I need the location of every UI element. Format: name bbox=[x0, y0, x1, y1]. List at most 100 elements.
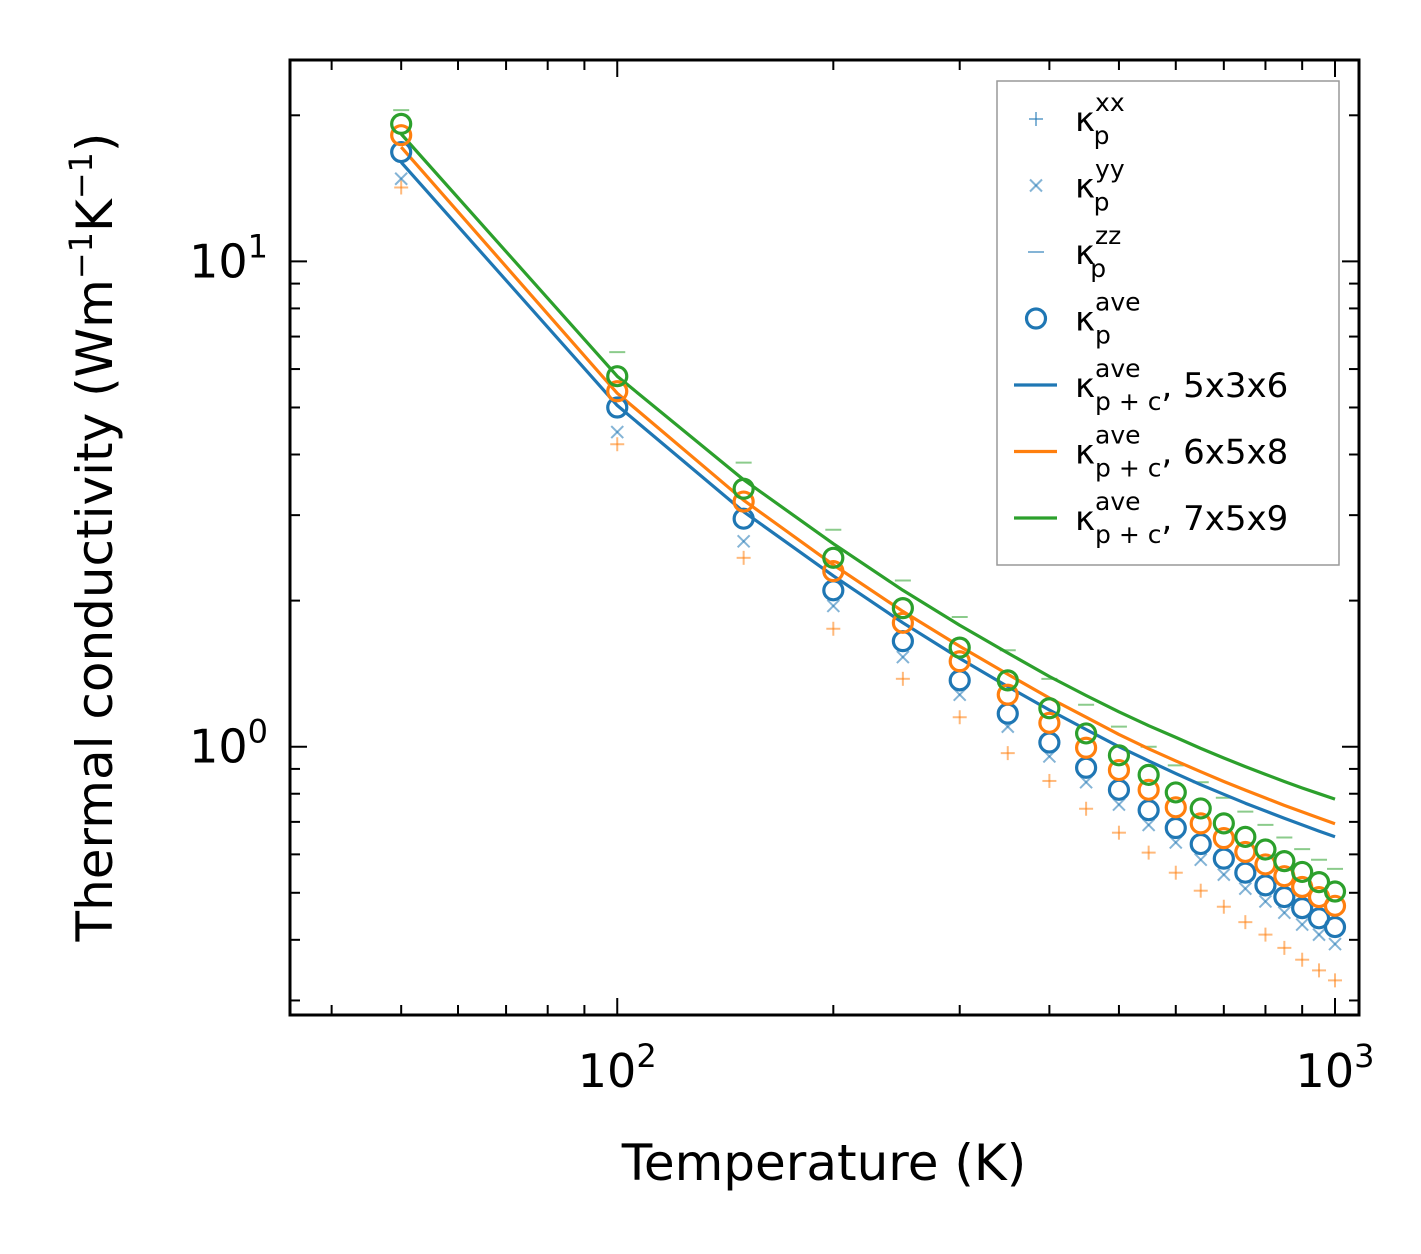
legend-kappa: κ bbox=[1075, 233, 1095, 273]
x-tick-exp: 3 bbox=[1354, 1037, 1374, 1075]
data-point bbox=[390, 124, 413, 147]
data-point-b bbox=[1194, 852, 1208, 867]
data-point-b bbox=[1312, 927, 1326, 942]
data-point bbox=[896, 650, 910, 664]
y-tick-exp: 1 bbox=[248, 227, 268, 265]
data-point bbox=[1258, 927, 1273, 942]
data-point bbox=[826, 599, 841, 613]
data-point bbox=[394, 172, 408, 186]
series-kappa-p-ave-6x5x8 bbox=[390, 124, 1347, 917]
data-point bbox=[1194, 852, 1208, 867]
legend-suffix: , 5x3x6 bbox=[1162, 366, 1289, 406]
data-point bbox=[1328, 937, 1342, 951]
minor-ticks bbox=[290, 60, 1359, 1015]
data-point bbox=[1312, 927, 1326, 942]
y-tick-exp: 0 bbox=[248, 713, 268, 751]
series-kappa-p-xx bbox=[394, 180, 1343, 988]
legend-entry: κave p + c, 5x3x6 bbox=[1014, 354, 1288, 416]
legend-kappa: κ bbox=[1075, 100, 1095, 140]
data-point bbox=[1238, 915, 1253, 930]
x-tick-base: 10 bbox=[1296, 1044, 1355, 1098]
data-point bbox=[952, 710, 967, 725]
data-point bbox=[1079, 775, 1093, 789]
data-point bbox=[1212, 827, 1235, 850]
legend-sup: ave bbox=[1095, 487, 1141, 516]
data-point bbox=[1189, 797, 1212, 820]
data-point bbox=[610, 425, 624, 439]
x-tick-exp: 2 bbox=[636, 1037, 656, 1075]
data-point bbox=[1168, 865, 1183, 880]
data-point bbox=[1273, 850, 1296, 873]
data-point bbox=[1216, 899, 1231, 914]
series-line bbox=[400, 161, 1336, 839]
data-point-b bbox=[1141, 818, 1156, 832]
legend-label: κxx p bbox=[1075, 88, 1125, 150]
y-axis-label: Thermal conductivity (Wm−1K−1) bbox=[62, 133, 124, 943]
data-point bbox=[1141, 845, 1156, 860]
data-point bbox=[1258, 894, 1273, 909]
data-point bbox=[891, 611, 914, 634]
data-point bbox=[996, 669, 1019, 692]
data-point bbox=[732, 507, 755, 530]
series-kappa-p-ave-7x5x9 bbox=[390, 112, 1347, 903]
data-point bbox=[1291, 860, 1314, 884]
data-point bbox=[390, 112, 413, 136]
data-point bbox=[1295, 952, 1310, 967]
legend-frame bbox=[996, 80, 1340, 566]
data-point bbox=[826, 621, 841, 636]
legend-entry: κave p + c, 6x5x8 bbox=[1014, 421, 1288, 483]
legend-label: κave p bbox=[1075, 288, 1141, 350]
data-point bbox=[1277, 905, 1292, 920]
legend-entry: κyy p bbox=[1029, 155, 1125, 217]
data-point bbox=[1074, 736, 1098, 759]
series-kappa-p-c-ave-5x3x6 bbox=[400, 161, 1336, 839]
data-point bbox=[1295, 917, 1309, 932]
data-point bbox=[996, 683, 1019, 706]
data-point-b bbox=[1112, 797, 1126, 812]
legend-label: κzz p bbox=[1075, 221, 1121, 283]
data-point-b bbox=[736, 534, 751, 549]
data-point-b bbox=[1295, 917, 1309, 932]
x-tick-label: 103 bbox=[1296, 1037, 1375, 1098]
data-point bbox=[1169, 835, 1183, 850]
legend-sub: p bbox=[1094, 188, 1110, 217]
legend-entry: κxx p bbox=[1029, 88, 1125, 150]
data-point bbox=[1107, 758, 1131, 782]
legend-label: κave p + c, 7x5x9 bbox=[1075, 487, 1288, 549]
data-point-b bbox=[610, 425, 624, 439]
data-point-b bbox=[394, 172, 408, 186]
legend-label: κyy p bbox=[1075, 155, 1125, 217]
legend-sup: xx bbox=[1095, 88, 1125, 117]
legend-entry: κave p bbox=[1024, 288, 1141, 350]
legend-sup: ave bbox=[1095, 421, 1141, 450]
legend-kappa: κ bbox=[1075, 300, 1095, 340]
series-kappa-p-ave-5x3x6 bbox=[390, 140, 1347, 939]
plot-frame bbox=[288, 58, 1361, 1017]
data-point bbox=[1273, 885, 1296, 909]
data-point bbox=[1164, 816, 1187, 840]
legend-kappa: κ bbox=[1075, 499, 1095, 539]
data-point bbox=[736, 534, 751, 549]
data-point bbox=[1323, 915, 1347, 939]
data-point-b bbox=[1169, 835, 1183, 850]
legend-marker-swatch bbox=[1029, 112, 1043, 126]
data-point-b bbox=[896, 650, 910, 664]
legend-label: κave p + c, 6x5x8 bbox=[1075, 421, 1288, 483]
data-point bbox=[1042, 773, 1057, 788]
data-point-b bbox=[826, 599, 841, 613]
series-kappa-p-c-ave-6x5x8 bbox=[399, 146, 1336, 826]
data-point bbox=[1189, 812, 1212, 835]
legend-label: κave p + c, 5x3x6 bbox=[1075, 354, 1288, 416]
data-point bbox=[1328, 973, 1343, 988]
series-line bbox=[399, 146, 1336, 826]
plot-area bbox=[390, 109, 1347, 988]
data-point bbox=[1164, 796, 1187, 819]
data-point bbox=[1323, 880, 1347, 903]
data-point bbox=[1079, 801, 1094, 816]
data-point bbox=[1107, 744, 1131, 767]
data-point bbox=[606, 365, 629, 388]
legend-marker-swatch bbox=[1024, 307, 1048, 330]
series-line bbox=[400, 132, 1336, 801]
